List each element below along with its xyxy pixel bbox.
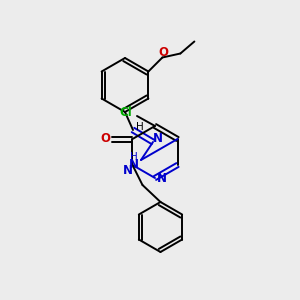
Text: N: N	[153, 133, 163, 146]
Text: N: N	[122, 164, 133, 176]
Text: O: O	[158, 46, 168, 59]
Text: H: H	[136, 122, 144, 132]
Text: H: H	[130, 152, 138, 162]
Text: Cl: Cl	[120, 106, 132, 118]
Text: O: O	[100, 133, 110, 146]
Text: N: N	[129, 158, 139, 170]
Text: N: N	[157, 172, 167, 184]
